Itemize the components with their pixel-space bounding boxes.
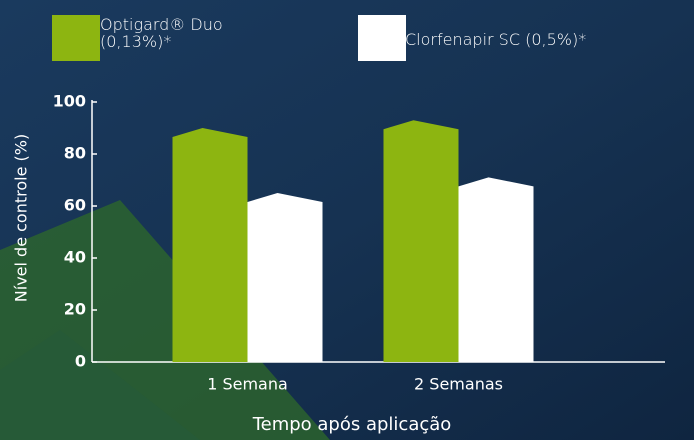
bar	[459, 177, 534, 362]
bar	[384, 120, 459, 362]
legend-label: Clorfenapir SC (0,5%)*	[405, 31, 694, 48]
y-tick-label: 100	[53, 92, 86, 111]
legend-swatch	[52, 15, 100, 61]
chart: Nível de controle (%) Tempo após aplicaç…	[0, 0, 694, 440]
y-tick-label: 80	[64, 144, 86, 163]
x-axis-label: Tempo após aplicação	[252, 414, 452, 435]
x-tick-label: 1 Semana	[207, 375, 288, 394]
page: Nível de controle (%) Tempo após aplicaç…	[0, 0, 694, 440]
y-tick-label: 0	[75, 352, 86, 371]
y-tick-label: 20	[64, 300, 86, 319]
y-axis-label: Nível de controle (%)	[12, 134, 31, 302]
x-tick-label: 2 Semanas	[414, 375, 503, 394]
legend-swatch	[358, 15, 406, 61]
legend-label: Optigard® Duo (0,13%)*	[100, 16, 285, 50]
y-tick-label: 60	[64, 196, 86, 215]
bar	[173, 128, 248, 362]
bar	[248, 193, 323, 362]
y-tick-label: 40	[64, 248, 86, 267]
